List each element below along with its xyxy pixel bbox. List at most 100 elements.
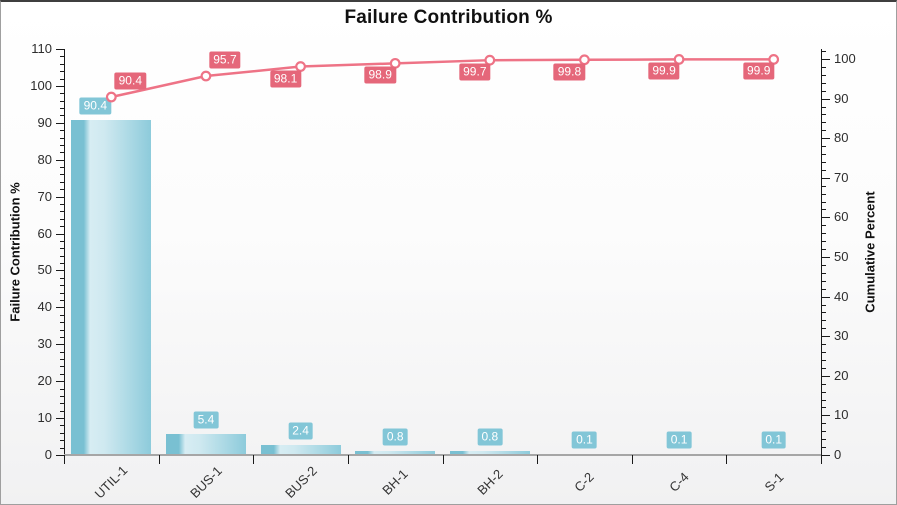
left-axis-tick — [60, 322, 64, 324]
right-axis-tick — [822, 312, 826, 314]
x-category-label: C-4 — [666, 469, 692, 495]
left-axis-tick — [60, 351, 64, 353]
right-axis-tick-label: 100 — [834, 51, 856, 66]
cumulative-value-label: 99.8 — [553, 63, 586, 81]
right-axis-tick — [822, 241, 826, 243]
left-axis-tick — [60, 211, 64, 213]
x-category-label: UTIL-1 — [91, 462, 131, 502]
right-axis-tick — [822, 399, 826, 401]
right-axis-tick — [822, 367, 826, 369]
right-axis-tick — [822, 304, 826, 306]
right-axis-tick — [822, 177, 830, 179]
x-category-label: BUS-1 — [187, 463, 225, 501]
left-axis-tick — [60, 93, 64, 95]
right-axis-tick — [822, 407, 826, 409]
cumulative-value-label: 99.9 — [743, 62, 775, 80]
cumulative-value-label: 95.7 — [209, 51, 241, 69]
x-axis-tick — [821, 455, 822, 464]
bar-value-label: 0.1 — [761, 431, 787, 449]
cumulative-value-label: 99.9 — [648, 62, 680, 80]
line-marker — [200, 70, 212, 82]
left-axis-tick — [60, 336, 64, 338]
right-axis-tick-label: 80 — [834, 130, 849, 146]
bar — [260, 445, 341, 454]
x-category-label: S-1 — [761, 469, 787, 495]
left-axis-tick — [60, 218, 64, 220]
bar — [355, 451, 436, 454]
x-axis-tick — [253, 455, 255, 464]
x-axis-tick — [442, 455, 444, 464]
bar-value-label: 0.8 — [382, 428, 408, 446]
right-axis-tick — [822, 447, 826, 449]
right-axis-tick — [822, 98, 830, 100]
x-axis-tick — [537, 455, 539, 464]
left-axis-tick-label: 40 — [37, 299, 52, 315]
left-axis-tick — [60, 440, 64, 442]
left-axis-tick-label: 80 — [37, 151, 52, 167]
left-axis-tick — [60, 255, 64, 257]
right-axis-tick — [822, 122, 826, 124]
right-axis-tick-label: 10 — [834, 407, 849, 423]
chart-title: Failure Contribution % — [344, 7, 553, 28]
left-axis-tick-label: 0 — [44, 447, 52, 462]
left-axis-tick — [56, 344, 64, 346]
left-axis-tick — [60, 167, 64, 169]
right-axis-tick — [822, 161, 826, 163]
right-axis-tick — [822, 169, 826, 171]
left-axis-tick — [60, 248, 64, 250]
right-axis-tick — [822, 233, 826, 235]
right-axis-tick-label: 50 — [834, 249, 849, 264]
left-axis-tick — [60, 115, 64, 117]
bar-value-label: 90.4 — [79, 97, 111, 115]
left-axis-tick-label: 60 — [37, 225, 52, 241]
left-axis-tick — [60, 226, 64, 228]
right-axis-tick — [822, 138, 830, 140]
right-axis-tick — [822, 455, 830, 456]
right-axis-tick — [822, 264, 826, 266]
right-axis-tick — [822, 257, 830, 258]
left-axis-tick — [56, 307, 64, 309]
right-axis-tick-label: 60 — [834, 209, 849, 225]
cumulative-value-label: 99.7 — [459, 63, 491, 81]
right-axis-tick — [822, 74, 826, 76]
right-axis-tick — [822, 82, 826, 84]
left-axis-tick — [60, 130, 64, 132]
bar-value-label: 5.4 — [193, 411, 219, 429]
right-axis-tick — [822, 352, 826, 354]
right-axis-tick — [822, 439, 826, 441]
right-axis-tick — [822, 272, 826, 274]
left-axis-tick — [60, 78, 64, 80]
right-axis-line — [821, 49, 822, 464]
left-axis-tick — [60, 240, 64, 242]
left-axis-tick-label: 90 — [37, 114, 52, 130]
right-axis-tick — [822, 320, 826, 322]
right-axis-tick — [822, 217, 830, 219]
left-axis-tick — [56, 381, 64, 383]
x-axis-tick — [726, 455, 728, 464]
left-axis-tick — [60, 447, 64, 449]
right-axis-tick-label: 90 — [834, 90, 849, 106]
right-axis-tick — [822, 193, 826, 195]
left-axis-tick-label: 10 — [37, 410, 52, 426]
left-axis-tick — [60, 432, 64, 434]
right-axis-tick — [822, 66, 826, 68]
left-axis-tick — [60, 373, 64, 375]
left-axis-tick — [56, 196, 64, 198]
left-axis-tick — [56, 233, 64, 235]
right-axis-tick — [822, 391, 826, 393]
left-axis-tick — [60, 56, 64, 58]
right-axis-tick — [822, 106, 826, 108]
right-axis-tick — [822, 209, 826, 211]
bar-value-label: 0.1 — [666, 431, 692, 449]
bar-value-label: 0.8 — [477, 428, 503, 446]
left-axis-tick — [60, 204, 64, 206]
left-axis-tick — [56, 455, 64, 456]
left-axis-tick — [60, 71, 64, 73]
right-axis-tick — [822, 423, 826, 425]
right-axis-tick — [822, 375, 830, 377]
right-axis-tick-label: 40 — [834, 288, 849, 304]
left-axis-tick — [56, 122, 64, 124]
right-axis-tick — [822, 185, 826, 187]
right-axis-tick — [822, 328, 826, 330]
